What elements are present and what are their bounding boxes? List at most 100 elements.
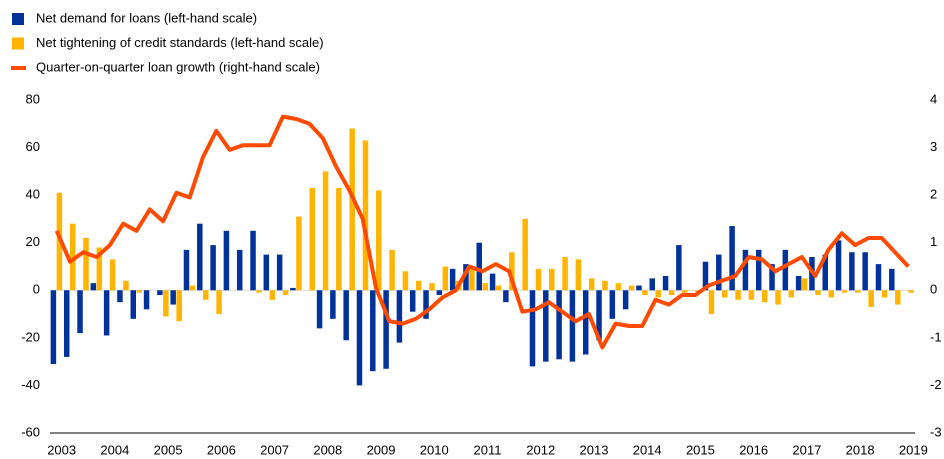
bar <box>535 268 542 291</box>
bar <box>442 266 449 291</box>
bar <box>649 278 655 291</box>
bar <box>509 252 515 291</box>
legend-label: Net tightening of credit standards (left… <box>36 35 324 50</box>
bar <box>575 259 582 291</box>
y2-tick-label: 0 <box>930 282 937 297</box>
bar <box>822 254 828 291</box>
x-tick-label: 2014 <box>633 442 662 457</box>
legend-label: Quarter-on-quarter loan growth (right-ha… <box>36 59 320 74</box>
bar <box>449 268 456 291</box>
bar <box>157 290 163 296</box>
bar <box>396 290 403 343</box>
bar <box>389 249 395 291</box>
y-tick-label: 80 <box>26 91 40 106</box>
bar <box>735 290 741 300</box>
bar <box>716 254 722 291</box>
bar <box>143 290 150 310</box>
x-tick-label: 2011 <box>474 442 502 457</box>
bar <box>429 283 435 291</box>
bar <box>841 290 848 293</box>
bar <box>109 259 116 291</box>
bar <box>801 278 808 291</box>
bar <box>556 290 562 360</box>
bar <box>549 268 555 291</box>
x-tick-label: 2016 <box>739 442 768 457</box>
bar <box>356 290 363 386</box>
bar <box>296 216 302 291</box>
bar <box>282 290 289 296</box>
x-tick-label: 2006 <box>207 442 236 457</box>
bar <box>263 254 270 291</box>
bar <box>103 290 110 336</box>
bar <box>256 290 262 293</box>
bar <box>782 249 789 291</box>
bar <box>795 276 802 291</box>
bar <box>176 290 182 322</box>
y2-tick-label: 1 <box>930 234 937 249</box>
y-tick-label: 0 <box>33 282 40 297</box>
bar <box>628 285 635 291</box>
legend-swatch <box>12 13 24 25</box>
bar <box>376 190 382 291</box>
bar <box>322 171 329 291</box>
bar <box>596 290 602 341</box>
bar <box>676 245 682 291</box>
bar <box>236 249 243 291</box>
bar <box>269 290 276 300</box>
bar <box>170 290 176 305</box>
y2-tick-label: 3 <box>930 139 937 154</box>
bar <box>50 290 57 365</box>
bar <box>828 290 834 298</box>
y-tick-label: -60 <box>21 424 40 439</box>
y-tick-label: -20 <box>21 329 40 344</box>
bar <box>788 290 795 298</box>
bar <box>742 249 749 291</box>
bar <box>250 230 256 291</box>
y-tick-label: 60 <box>26 139 40 154</box>
bar <box>602 280 608 291</box>
bar <box>90 283 97 291</box>
bar <box>748 290 755 300</box>
bar <box>436 290 443 296</box>
bar <box>615 283 622 291</box>
bar <box>881 290 888 298</box>
legend-swatch <box>12 37 24 50</box>
bar <box>868 290 874 307</box>
bar <box>655 290 661 298</box>
bar <box>423 290 429 319</box>
bar <box>895 290 901 305</box>
bar <box>343 290 349 341</box>
y2-tick-label: -3 <box>930 424 942 439</box>
bar <box>63 290 70 357</box>
bar <box>495 285 502 291</box>
bar <box>503 290 509 303</box>
bar <box>276 254 283 291</box>
bar <box>316 290 323 329</box>
bar <box>189 285 196 291</box>
x-tick-label: 2004 <box>100 442 129 457</box>
bar <box>330 290 336 319</box>
bar <box>849 252 855 291</box>
bar <box>123 280 129 291</box>
bar <box>609 290 616 319</box>
bar <box>835 240 842 291</box>
bar <box>682 290 688 293</box>
x-tick-label: 2008 <box>313 442 342 457</box>
bar <box>163 290 169 317</box>
bar <box>309 188 315 291</box>
x-tick-label: 2017 <box>792 442 821 457</box>
bar <box>183 249 190 291</box>
x-tick-label: 2009 <box>367 442 396 457</box>
bar <box>96 247 103 291</box>
bar <box>702 261 709 291</box>
y-tick-label: 20 <box>26 234 40 249</box>
bar <box>722 290 728 298</box>
bar <box>582 290 589 355</box>
bar <box>855 290 861 293</box>
y2-tick-label: -2 <box>930 377 942 392</box>
bar <box>755 249 762 291</box>
bar <box>588 278 595 291</box>
bar <box>463 264 469 291</box>
bar <box>69 223 76 291</box>
